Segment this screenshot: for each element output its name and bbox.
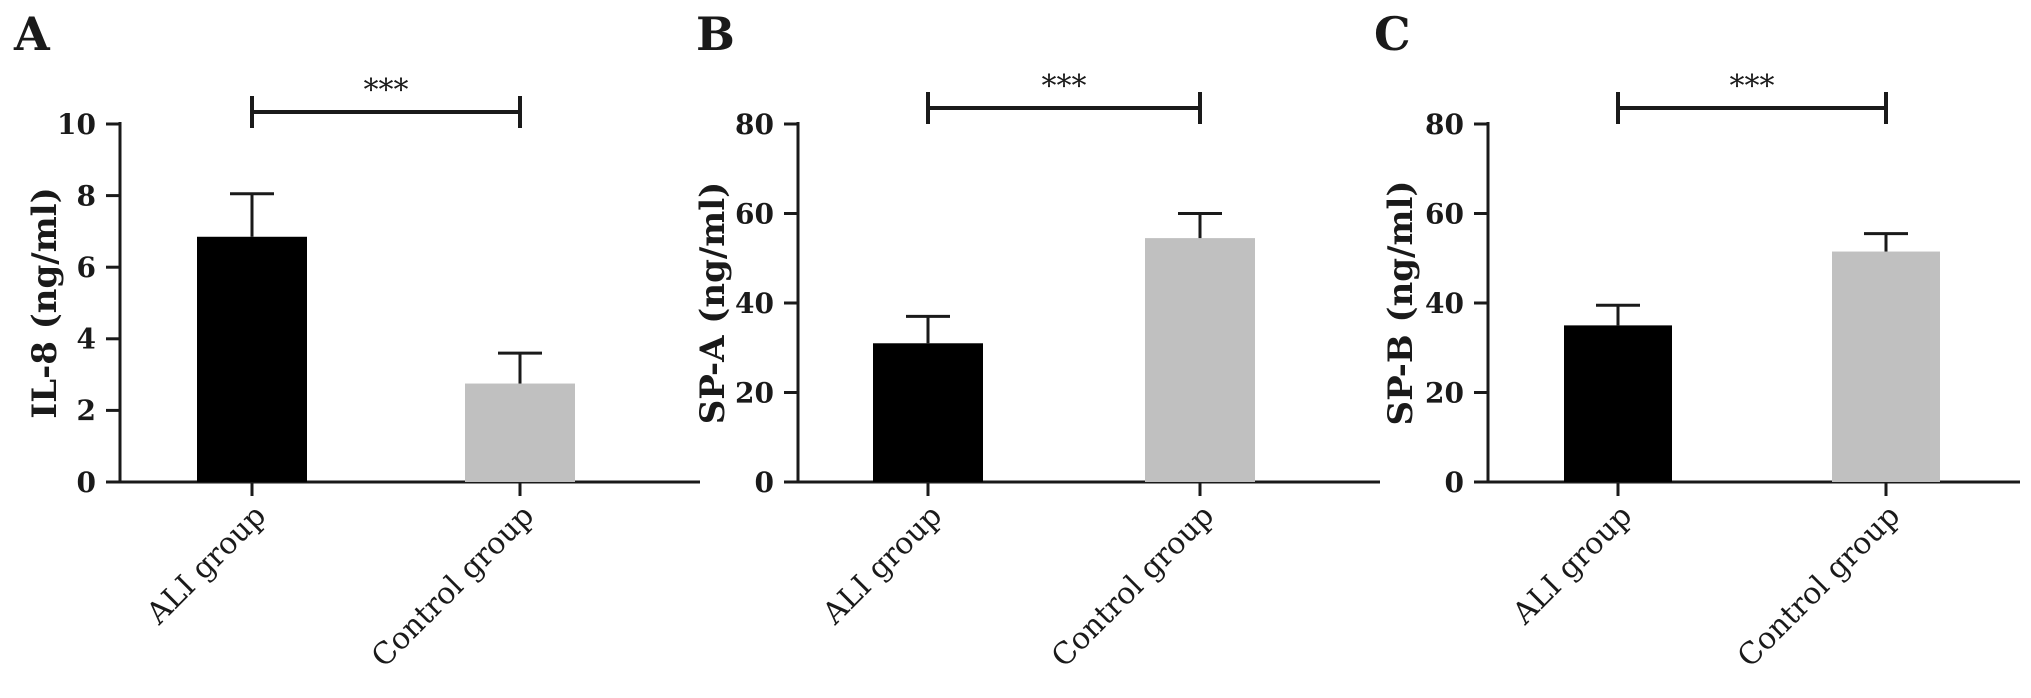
panel-b-y-tick-label: 0 [755, 466, 774, 499]
panel-b-bar-ali [873, 343, 983, 482]
panel-b-y-tick-label: 80 [735, 108, 774, 141]
panel-a-x-tick-label: Control group [365, 498, 541, 674]
panel-b-y-tick-label: 20 [735, 376, 774, 409]
panel-a-y-axis-label: IL-8 (ng/ml) [25, 187, 65, 418]
panel-c-letter: C [1374, 7, 1411, 61]
panel-a-y-tick-label: 0 [77, 466, 96, 499]
panel-c-y-tick-label: 40 [1425, 287, 1464, 320]
panel-c-x-tick-label: ALI group [1505, 498, 1639, 632]
panel-a-significance-label: *** [364, 73, 409, 108]
panel-a-x-tick-label: ALI group [139, 498, 273, 632]
panel-c-significance-label: *** [1730, 69, 1775, 104]
panel-c-y-tick-label: 60 [1425, 197, 1464, 230]
panel-a-y-tick-label: 8 [77, 179, 96, 212]
panel-a-bar-ali [197, 236, 307, 482]
panel-a-letter: A [13, 7, 51, 61]
panel-b-y-tick-label: 40 [735, 287, 774, 320]
panel-c-bar-control [1832, 251, 1940, 482]
panel-b-bar-control [1145, 238, 1255, 482]
panel-c-x-tick-label: Control group [1731, 498, 1907, 674]
panel-a-y-tick-label: 6 [77, 251, 96, 284]
panel-a-y-tick-label: 4 [77, 323, 96, 356]
panel-c-y-tick-label: 20 [1425, 376, 1464, 409]
panel-b-y-tick-label: 60 [735, 197, 774, 230]
panel-c-y-tick-label: 0 [1445, 466, 1464, 499]
panel-a-y-tick-label: 2 [77, 394, 96, 427]
panel-b-letter: B [696, 7, 735, 61]
panel-c-y-tick-label: 80 [1425, 108, 1464, 141]
panel-c-y-axis-label: SP-B (ng/ml) [1381, 181, 1421, 426]
panel-a-bar-control [465, 383, 575, 482]
panel-a-y-tick-label: 10 [57, 108, 96, 141]
panel-b-x-tick-label: ALI group [815, 498, 949, 632]
panel-c-bar-ali [1564, 325, 1672, 482]
panel-b-x-tick-label: Control group [1045, 498, 1221, 674]
panel-b-y-axis-label: SP-A (ng/ml) [693, 182, 733, 425]
panel-b-significance-label: *** [1042, 69, 1087, 104]
